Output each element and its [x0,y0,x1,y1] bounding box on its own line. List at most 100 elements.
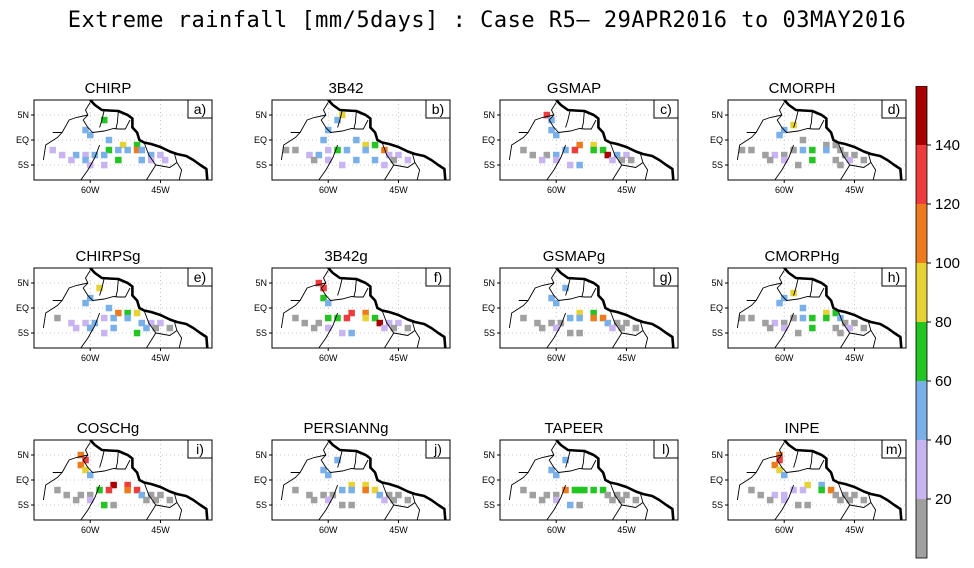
rain-cell [590,486,597,494]
rain-cell [781,151,788,159]
colorbar-segment [916,145,927,204]
coastline [555,268,675,348]
border-line [868,493,877,520]
rain-cell [110,481,117,489]
border-line [318,312,339,348]
x-tick-label: 45W [617,353,636,363]
border-line [546,144,567,180]
rain-cell [362,141,369,149]
rain-cell [823,309,830,317]
panel-letter-box [425,99,451,119]
border-line [143,310,157,348]
rain-cell [115,309,122,317]
border-line [776,102,825,133]
y-tick-label: EQ [254,303,267,313]
border-line [736,132,757,161]
rain-cell [520,146,527,154]
border-line [508,300,529,329]
panel-letter: m) [886,441,902,457]
rain-cell [334,116,341,124]
rain-cell [609,496,616,504]
rain-cell [860,156,868,164]
panel-title: CHIRPSg [75,248,141,265]
border-line [548,102,597,133]
rain-cell [381,146,388,154]
rain-cell [548,126,555,134]
border-line [774,312,795,348]
rain-cell [832,324,839,332]
y-tick-label: 5N [483,450,495,460]
map-panel: CHIRP 5N EQ 5S 60W 45W a) [0,80,216,200]
rain-cell [371,141,379,149]
rain-cell [371,486,379,494]
panel-letter-box [425,267,451,287]
rain-cell [110,501,117,509]
rain-cell [72,324,80,332]
border-line [280,300,301,329]
rain-cell [315,151,323,159]
rain-cell [343,146,351,154]
rain-cell [860,324,868,332]
map-panel: COSCHg 5N EQ 5S 60W 45W i) [0,420,216,540]
y-tick-label: 5S [256,328,267,338]
rain-cell [292,314,299,322]
rain-cell [748,146,755,154]
rain-cell [837,329,844,337]
rain-cell [147,319,155,327]
rain-cell [105,486,113,494]
border-line [318,144,339,180]
rain-cell [362,309,369,317]
y-tick-label: 5N [711,110,723,120]
border-line [115,278,119,297]
border-line [155,502,178,508]
rain-cell [348,501,355,509]
border-line [80,484,101,520]
border-line [353,450,357,469]
rain-cell [790,314,797,322]
y-tick-label: EQ [254,475,267,485]
rain-cell [133,486,141,494]
panel-letter-box [653,99,679,119]
rain-cell [161,156,169,164]
rain-cell [613,491,621,499]
y-tick-label: 5N [711,278,723,288]
border-line [837,310,851,348]
rain-cell [334,314,341,322]
map-svg: 5N EQ 5S 60W 45W m) [710,439,907,535]
rain-cell [320,294,327,302]
rain-cell [395,491,402,499]
border-line [518,454,554,473]
panel-title: PERSIANNg [303,420,389,437]
colorbar-segment [916,204,927,263]
rain-cell [343,314,351,322]
x-tick-label: 45W [617,525,636,535]
rain-cell [618,496,625,504]
border-line [115,450,119,469]
border-line [337,449,343,468]
border-line [381,482,395,520]
rain-cell [590,146,597,154]
rain-cell [362,146,369,154]
x-tick-label: 45W [389,525,408,535]
rain-cell [362,481,369,489]
border-line [381,142,395,180]
y-tick-label: EQ [710,303,723,313]
rain-cell [87,496,94,504]
map-panel: 3B42 5N EQ 5S 60W 45W b) [238,80,454,200]
rain-cell [762,319,769,327]
panel-title: CHIRP [84,80,132,97]
border-line [793,449,799,468]
border-line [609,142,623,180]
rain-cell [837,314,844,322]
rain-cell [553,131,560,139]
border-line [809,278,813,297]
rain-cell [72,151,80,159]
rain-cell [68,319,75,327]
rain-cell [404,496,412,504]
rain-cell [609,324,616,332]
coastline [555,100,675,180]
rain-cell [553,151,560,159]
x-tick-label: 60W [81,185,100,195]
rain-cell [562,456,569,464]
panel-letter: f) [434,269,443,285]
